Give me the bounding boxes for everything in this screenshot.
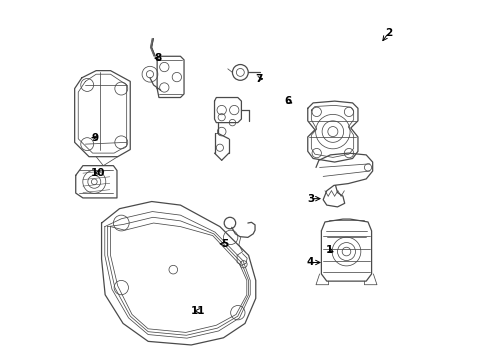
Text: 1: 1 <box>326 245 333 255</box>
Text: 2: 2 <box>385 28 392 38</box>
Text: 5: 5 <box>221 239 229 249</box>
Text: 9: 9 <box>92 133 98 143</box>
Text: 8: 8 <box>154 53 162 63</box>
Text: 11: 11 <box>191 306 205 316</box>
Text: 10: 10 <box>91 168 105 178</box>
Text: 4: 4 <box>307 257 314 267</box>
Text: 7: 7 <box>255 74 262 84</box>
Text: 6: 6 <box>284 96 292 106</box>
Text: 3: 3 <box>307 194 314 204</box>
